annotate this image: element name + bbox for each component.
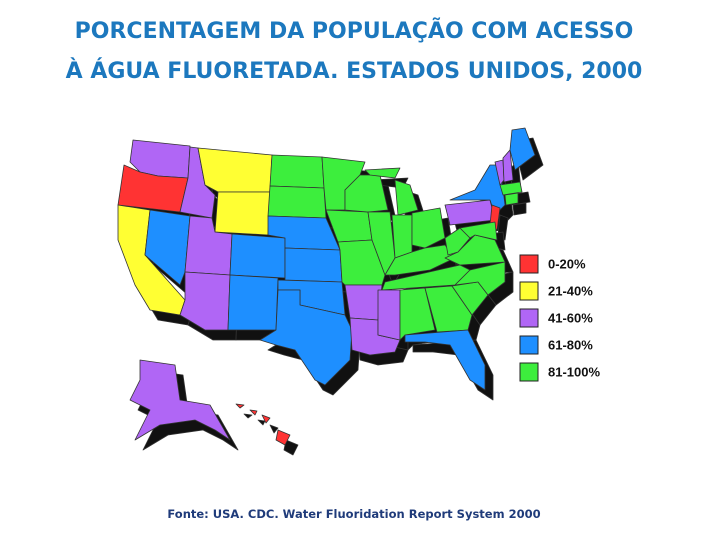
state bbox=[344, 284, 383, 321]
legend-label: 81-100% bbox=[548, 364, 600, 379]
state bbox=[269, 154, 325, 189]
source: Fonte: USA. CDC. Water Fluoridation Repo… bbox=[167, 507, 540, 521]
legend-label: 61-80% bbox=[548, 337, 593, 352]
state bbox=[499, 181, 523, 196]
state bbox=[391, 214, 413, 259]
state-shadow bbox=[512, 202, 527, 216]
state-shadow bbox=[283, 439, 299, 456]
state bbox=[509, 127, 536, 171]
legend-label: 21-40% bbox=[548, 283, 593, 298]
state bbox=[384, 244, 456, 276]
state bbox=[144, 209, 191, 286]
state bbox=[377, 289, 401, 341]
state bbox=[197, 147, 273, 193]
state bbox=[129, 359, 231, 441]
state bbox=[249, 409, 258, 416]
state bbox=[411, 207, 446, 249]
state bbox=[502, 149, 514, 183]
state bbox=[275, 429, 291, 446]
legend-label: 0-20% bbox=[548, 256, 586, 271]
state-shadow bbox=[257, 419, 266, 426]
state bbox=[229, 233, 286, 279]
state bbox=[344, 174, 389, 213]
state bbox=[399, 287, 436, 341]
map bbox=[117, 127, 536, 446]
state bbox=[424, 285, 473, 333]
state bbox=[394, 179, 419, 216]
state bbox=[404, 329, 486, 391]
legend-swatch bbox=[519, 308, 539, 328]
legend-swatch bbox=[519, 335, 539, 355]
state bbox=[267, 185, 327, 219]
legend-swatch bbox=[519, 281, 539, 301]
state-shadow bbox=[269, 424, 279, 434]
state bbox=[235, 403, 245, 409]
title-line: À ÁGUA FLUORETADA. ESTADOS UNIDOS, 2000 bbox=[66, 58, 643, 84]
state bbox=[261, 414, 271, 424]
state bbox=[227, 274, 279, 331]
state bbox=[444, 227, 471, 256]
legend-label: 41-60% bbox=[548, 310, 593, 325]
legend-swatch bbox=[519, 362, 539, 382]
legend: 0-20% 21-40% 41-60% 61-80% 81-100% bbox=[519, 254, 600, 382]
state bbox=[214, 191, 271, 236]
state bbox=[259, 289, 353, 386]
title-line: PORCENTAGEM DA POPULAÇÃO COM ACESSO bbox=[75, 18, 634, 44]
legend-swatch bbox=[519, 254, 539, 274]
state-shadow bbox=[243, 413, 253, 419]
state bbox=[504, 192, 519, 206]
state bbox=[284, 247, 343, 283]
state bbox=[454, 261, 506, 296]
state bbox=[459, 221, 498, 241]
state bbox=[364, 167, 401, 179]
